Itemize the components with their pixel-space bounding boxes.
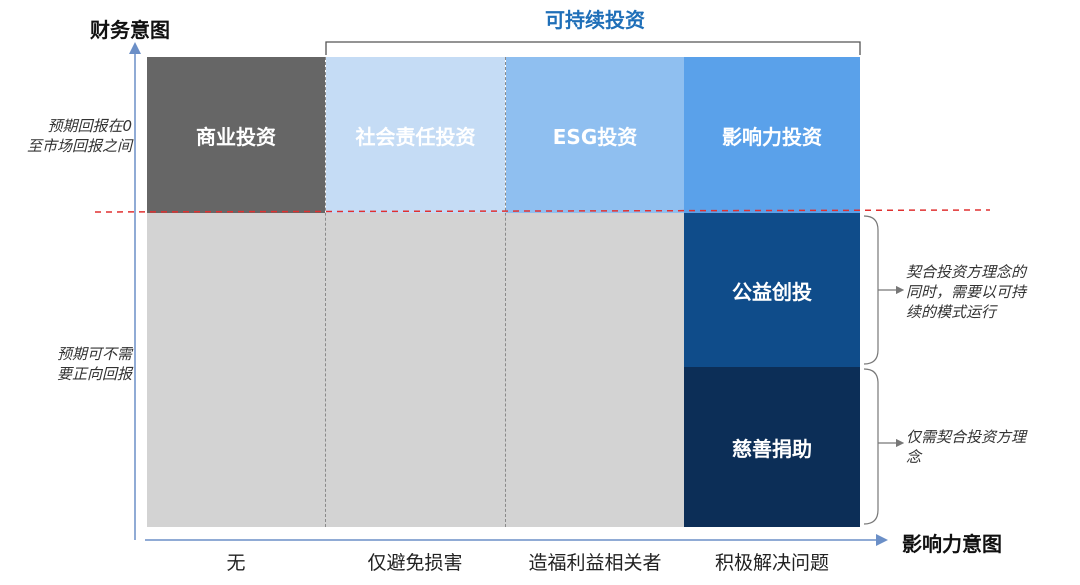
y-axis-title: 财务意图: [90, 18, 170, 42]
note-venture-philanthropy: 契合投资方理念的 同时，需要以可持 续的模式运行: [906, 263, 1027, 321]
cell-venture-philanthropy: 公益创投: [684, 213, 860, 367]
cell-impact-investment: 影响力投资: [684, 57, 860, 213]
cell-csr-investment: 社会责任投资: [326, 57, 505, 213]
cell-commercial-investment: 商业投资: [147, 57, 325, 213]
x-category-avoid-harm: 仅避免损害: [367, 552, 463, 574]
note-charity: 仅需契合投资方理 念: [906, 428, 1027, 466]
top-title: 可持续投资: [545, 8, 645, 32]
column-separator: [325, 57, 326, 527]
x-category-solve-problems: 积极解决问题: [714, 552, 829, 574]
cell-charity: 慈善捐助: [684, 367, 860, 527]
column-separator: [505, 57, 506, 527]
y-label-lower: 预期可不需 要正向回报: [56, 345, 132, 383]
y-label-upper: 预期回报在0 至市场回报之间: [26, 117, 132, 155]
x-axis-title: 影响力意图: [902, 532, 1002, 556]
x-category-none: 无: [226, 552, 246, 574]
grey-region: [147, 213, 684, 527]
cell-esg-investment: ESG投资: [506, 57, 684, 213]
x-category-benefit-stakeholders: 造福利益相关者: [528, 552, 662, 574]
